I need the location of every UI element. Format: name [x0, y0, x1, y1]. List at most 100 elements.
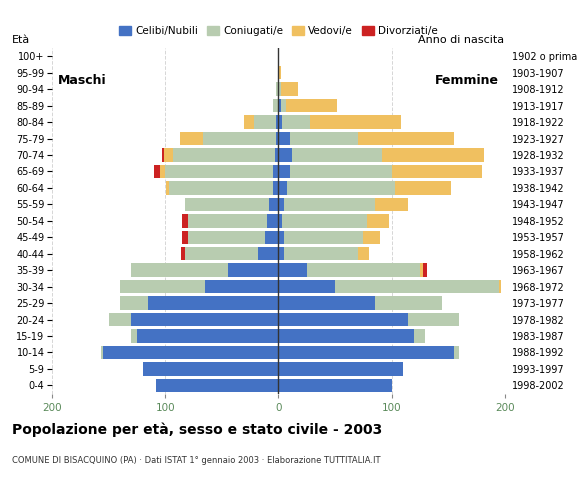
Text: Popolazione per età, sesso e stato civile - 2003: Popolazione per età, sesso e stato civil…	[12, 422, 382, 437]
Bar	[310, 115, 401, 129]
Bar	[137, 329, 278, 343]
Bar	[276, 132, 278, 145]
Bar	[284, 247, 357, 261]
Bar	[184, 198, 269, 211]
Text: Età: Età	[12, 35, 30, 45]
Bar	[367, 214, 389, 228]
Bar	[281, 83, 298, 96]
Bar	[499, 280, 501, 293]
Bar	[307, 264, 420, 277]
Bar	[154, 165, 160, 178]
Text: Femmine: Femmine	[435, 74, 499, 87]
Bar	[392, 165, 482, 178]
Bar	[275, 148, 278, 162]
Text: COMUNE DI BISACQUINO (PA) · Dati ISTAT 1° gennaio 2003 · Elaborazione TUTTITALIA: COMUNE DI BISACQUINO (PA) · Dati ISTAT 1…	[12, 456, 380, 465]
Legend: Celibi/Nubili, Coniugati/e, Vedovi/e, Divorziati/e: Celibi/Nubili, Coniugati/e, Vedovi/e, Di…	[115, 22, 442, 40]
Bar	[143, 362, 278, 376]
Bar	[276, 115, 278, 129]
Bar	[173, 148, 275, 162]
Bar	[131, 264, 227, 277]
Bar	[375, 198, 408, 211]
Bar	[202, 132, 276, 145]
Bar	[278, 99, 281, 112]
Bar	[180, 132, 202, 145]
Bar	[278, 165, 290, 178]
Bar	[414, 329, 426, 343]
Bar	[164, 148, 173, 162]
Bar	[357, 132, 454, 145]
Bar	[278, 66, 281, 79]
Bar	[162, 148, 164, 162]
Bar	[269, 198, 278, 211]
Bar	[182, 214, 188, 228]
Bar	[278, 247, 284, 261]
Bar	[101, 346, 103, 359]
Bar	[165, 165, 273, 178]
Bar	[166, 181, 169, 194]
Bar	[278, 346, 454, 359]
Bar	[160, 165, 165, 178]
Bar	[276, 83, 278, 96]
Bar	[375, 296, 443, 310]
Bar	[103, 346, 278, 359]
Bar	[182, 230, 188, 244]
Bar	[284, 198, 375, 211]
Bar	[423, 264, 426, 277]
Bar	[253, 115, 276, 129]
Bar	[420, 264, 423, 277]
Bar	[278, 83, 281, 96]
Bar	[287, 99, 337, 112]
Bar	[120, 296, 148, 310]
Bar	[188, 230, 265, 244]
Bar	[132, 329, 137, 343]
Bar	[278, 362, 403, 376]
Bar	[156, 379, 278, 392]
Bar	[169, 181, 273, 194]
Bar	[273, 181, 278, 194]
Bar	[288, 181, 395, 194]
Bar	[278, 132, 290, 145]
Bar	[273, 165, 278, 178]
Bar	[245, 115, 253, 129]
Bar	[205, 280, 278, 293]
Bar	[292, 148, 382, 162]
Bar	[290, 165, 392, 178]
Bar	[278, 296, 375, 310]
Bar	[395, 181, 451, 194]
Bar	[278, 230, 284, 244]
Bar	[278, 313, 408, 326]
Bar	[363, 230, 380, 244]
Bar	[184, 247, 258, 261]
Bar	[282, 115, 310, 129]
Bar	[454, 346, 459, 359]
Bar	[278, 148, 292, 162]
Bar	[148, 296, 278, 310]
Bar	[282, 214, 367, 228]
Bar	[290, 132, 357, 145]
Bar	[408, 313, 459, 326]
Bar	[278, 214, 282, 228]
Bar	[278, 329, 414, 343]
Bar	[278, 264, 307, 277]
Text: Anno di nascita: Anno di nascita	[419, 35, 505, 45]
Bar	[278, 379, 392, 392]
Bar	[188, 214, 267, 228]
Bar	[278, 181, 288, 194]
Text: Maschi: Maschi	[58, 74, 107, 87]
Bar	[273, 99, 278, 112]
Bar	[265, 230, 278, 244]
Bar	[132, 313, 278, 326]
Bar	[181, 247, 184, 261]
Bar	[278, 115, 282, 129]
Bar	[335, 280, 499, 293]
Bar	[357, 247, 369, 261]
Bar	[278, 198, 284, 211]
Bar	[227, 264, 278, 277]
Bar	[382, 148, 484, 162]
Bar	[281, 99, 287, 112]
Bar	[120, 280, 205, 293]
Bar	[267, 214, 278, 228]
Bar	[258, 247, 278, 261]
Bar	[109, 313, 132, 326]
Bar	[278, 280, 335, 293]
